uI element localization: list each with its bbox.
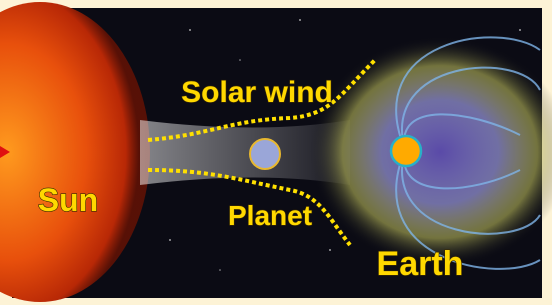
planet-label: Planet (228, 200, 312, 231)
earth-label: Earth (377, 245, 464, 283)
earth (391, 136, 421, 166)
solar-wind-label: Solar wind (181, 76, 333, 109)
sun-label: Sun (38, 182, 98, 218)
diagram: Solar wind Sun Planet Earth (0, 0, 552, 305)
planet (250, 139, 280, 169)
page: Solar wind Sun Planet Earth (() => { con… (0, 0, 552, 305)
